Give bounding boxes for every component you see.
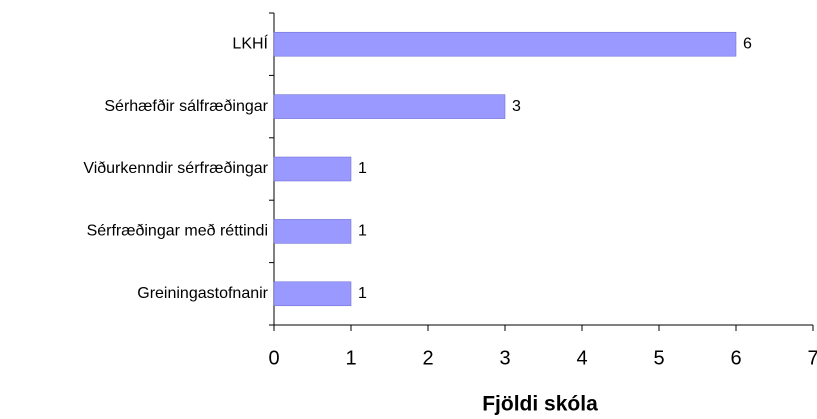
y-tick-label: Viðurkenndir sérfræðingar <box>83 160 268 177</box>
data-label: 1 <box>358 160 367 177</box>
bar <box>273 31 737 57</box>
x-tick-label: 2 <box>422 347 433 369</box>
bar <box>273 156 352 182</box>
y-tick-label: Greiningastofnanir <box>137 285 268 302</box>
x-tick-label: 5 <box>653 347 664 369</box>
y-tick-label: Sérhæfðir sálfræðingar <box>104 98 268 115</box>
y-tick-label: Sérfræðingar með réttindi <box>87 223 268 240</box>
y-tick-label: LKHÍ <box>232 33 268 52</box>
x-tick-label: 0 <box>268 347 279 369</box>
x-tick-label: 1 <box>345 347 356 369</box>
x-tick-label: 4 <box>576 347 587 369</box>
x-tick-label: 6 <box>730 347 741 369</box>
data-label: 6 <box>743 35 752 52</box>
bar <box>273 281 352 307</box>
bar <box>273 94 506 119</box>
data-label: 3 <box>512 98 521 115</box>
data-label: 1 <box>358 223 367 240</box>
data-label: 1 <box>358 285 367 302</box>
x-tick-label: 3 <box>499 347 510 369</box>
bar <box>273 219 352 244</box>
x-tick-label: 7 <box>807 347 817 369</box>
x-axis-title: Fjöldi skóla <box>482 393 598 416</box>
